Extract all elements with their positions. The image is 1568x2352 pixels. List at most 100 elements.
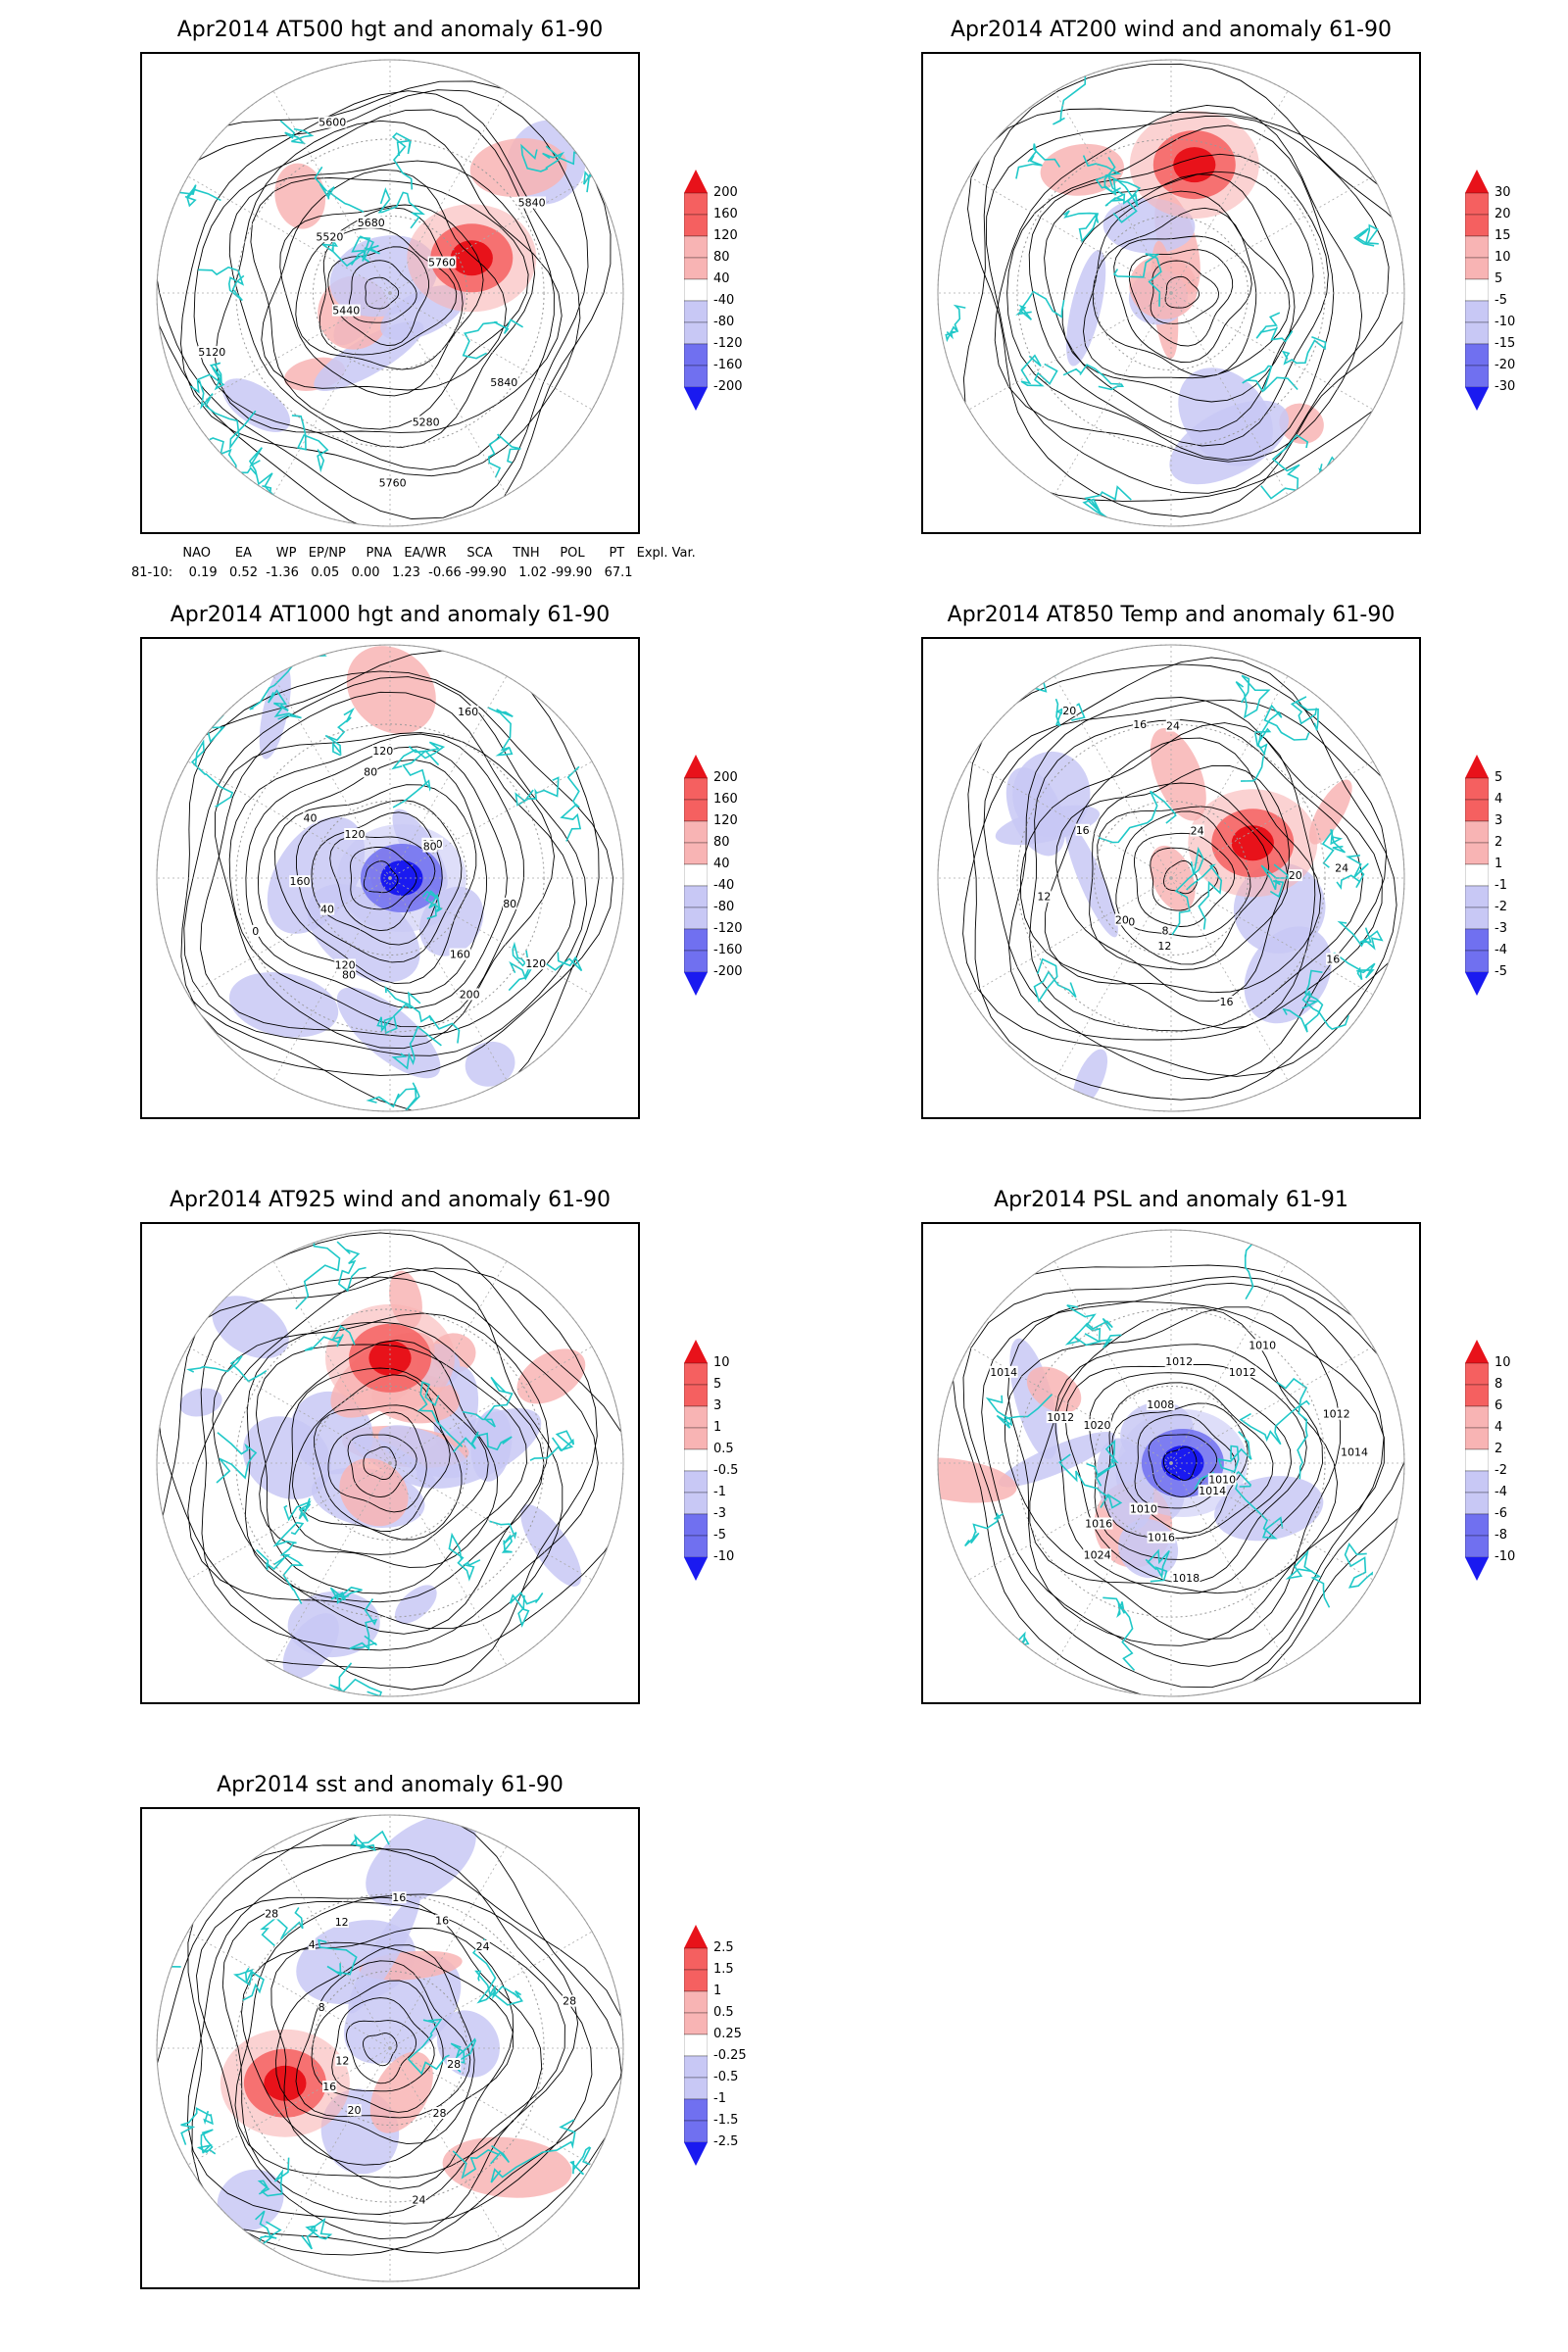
latitude-circle: [235, 1893, 545, 2203]
coastline: [1171, 846, 1204, 936]
contour-label-bg: [347, 2104, 362, 2117]
contour-label: 1024: [1084, 1548, 1111, 1561]
anomaly-shade: [217, 2169, 284, 2231]
colorbar-label: -5: [1494, 964, 1507, 979]
colorbar-arrow-top: [1465, 1340, 1489, 1363]
coastline: [1281, 335, 1327, 366]
coastline: [1321, 828, 1347, 868]
colorbar-label: -3: [1494, 921, 1507, 936]
index-header-row: NAO EA WP EP/NP PNA EA/WR SCA TNH POL PT…: [171, 546, 696, 561]
panel-title-psl: Apr2014 PSL and anomaly 61-91: [994, 1188, 1348, 1212]
coastline: [1301, 990, 1349, 1030]
contour-label: 1016: [1148, 1532, 1175, 1544]
coastline: [186, 1354, 268, 1383]
coastline: [392, 750, 440, 808]
contour-line: [1006, 124, 1335, 461]
colorbar-label: 5: [713, 1377, 722, 1392]
latitude-circle: [312, 1970, 468, 2127]
colorbar-swatches: [683, 755, 709, 996]
colorbar-swatch: [1464, 1470, 1490, 1494]
coastline: [1113, 253, 1162, 307]
colorbar-at925: 10 5 3 1 0.5 -0.5 -1 -3 -5 -10: [683, 1340, 753, 1614]
contour-line: [985, 116, 1390, 494]
coastline: [1053, 60, 1093, 125]
colorbar-swatch: [1464, 321, 1490, 345]
colorbar-swatch: [1464, 842, 1490, 865]
colorbar-swatch: [1464, 257, 1490, 280]
colorbar-swatch: [683, 1492, 709, 1515]
contour-label: 16: [435, 1915, 449, 1928]
coastline: [1082, 485, 1132, 520]
contour-label: 80: [423, 841, 437, 854]
colorbar-label: -5: [713, 1528, 726, 1543]
anomaly-shade: [1214, 1476, 1324, 1542]
coastline: [324, 708, 355, 757]
contour-line: [967, 663, 1404, 1101]
contour-label-bg: [363, 765, 378, 778]
colorbar-label: -1: [713, 2091, 726, 2106]
contour-line: [1029, 719, 1364, 1032]
contour-line: [962, 63, 1404, 502]
contour-line: [200, 1276, 599, 1651]
contour-label: 28: [265, 1907, 278, 1920]
colorbar-label: -2: [1494, 900, 1507, 914]
colorbar-arrow-top: [684, 170, 708, 193]
map-frame-psl: 1010 1014 1016 1018 1024 1010 1016 1012 1020 1014…: [921, 1222, 1421, 1704]
anomaly-core: [450, 240, 493, 276]
coastline: [1285, 1549, 1331, 1608]
contour-label: 80: [342, 968, 356, 981]
colorbar-label: -3: [713, 1506, 726, 1521]
contour-label: 1010: [1130, 1503, 1157, 1516]
coastline: [291, 415, 329, 473]
contour-label-bg: [1340, 1446, 1369, 1458]
contour-label-bg: [427, 256, 457, 269]
coastline: [560, 765, 582, 842]
coastline: [157, 1958, 181, 1983]
contour-label: 1008: [1147, 1398, 1174, 1411]
colorbar-arrow-bottom: [1465, 387, 1489, 411]
contour-label-bg: [334, 1915, 349, 1928]
colorbar-label: -20: [1494, 358, 1516, 372]
colorbar-label: 2: [1494, 835, 1503, 850]
contour-line: [365, 276, 400, 310]
anomaly-core: [368, 1340, 412, 1376]
contour-label: 200: [460, 989, 480, 1002]
coastline: [350, 236, 380, 266]
contour-line: [350, 846, 417, 910]
coastline: [1352, 223, 1379, 247]
colorbar-swatch: [683, 1470, 709, 1494]
coastline: [283, 1497, 312, 1522]
contour-label-bg: [422, 840, 437, 853]
coastline: [1064, 1317, 1113, 1347]
contour-line: [1044, 171, 1314, 432]
contour-label: 1012: [1047, 1411, 1074, 1424]
colorbar-label: 40: [713, 271, 730, 286]
colorbar-arrow-bottom: [684, 387, 708, 411]
coastline: [474, 1970, 519, 2000]
index-values-row: 81-10: 0.19 0.52 -1.36 0.05 0.00 1.23 -0…: [131, 565, 633, 580]
contour-label-bg: [989, 1365, 1018, 1378]
coastline: [329, 1586, 363, 1605]
anomaly-shade: [179, 1388, 222, 1417]
colorbar-label: 0.5: [713, 2005, 734, 2020]
contour-label-bg: [1334, 861, 1349, 874]
contour-label: 4: [309, 1938, 316, 1951]
anomaly-shade: [995, 805, 1101, 846]
anomaly-shade: [242, 1416, 331, 1499]
contour-label-bg: [318, 2001, 325, 2014]
coastline: [1336, 855, 1369, 891]
anomaly-shade: [348, 1894, 420, 2014]
colorbar-swatches: [683, 1925, 709, 2166]
colorbar-swatch: [683, 321, 709, 345]
coastline: [384, 985, 461, 1044]
contour-label-bg: [334, 958, 356, 971]
coastline: [233, 1967, 265, 2001]
anomaly-core: [1231, 825, 1274, 861]
coastline: [190, 739, 234, 808]
contour-line: [1044, 737, 1322, 994]
colorbar-arrow-bottom: [684, 1557, 708, 1581]
colorbar-label: -1.5: [713, 2113, 739, 2128]
colorbar-label: -120: [713, 336, 743, 351]
coastline: [196, 2129, 217, 2155]
colorbar-swatch: [683, 885, 709, 908]
